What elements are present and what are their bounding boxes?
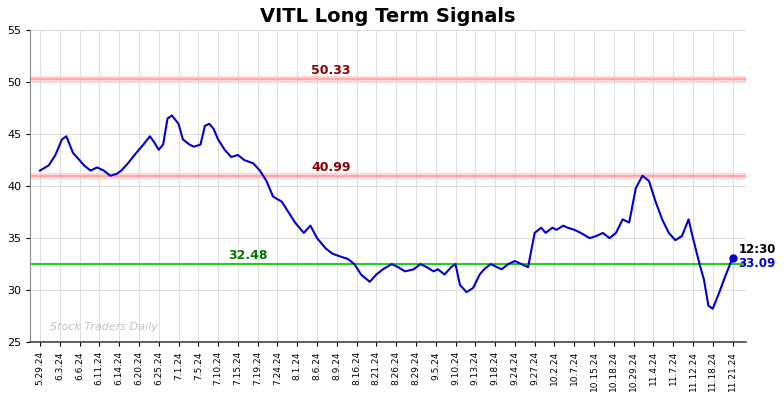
- Bar: [30, 76, 746, 82]
- Text: 40.99: 40.99: [311, 161, 350, 174]
- Text: 50.33: 50.33: [311, 64, 350, 76]
- Text: Stock Traders Daily: Stock Traders Daily: [50, 322, 158, 332]
- Text: 33.09: 33.09: [739, 257, 775, 270]
- Text: 32.48: 32.48: [228, 249, 267, 262]
- Text: 12:30: 12:30: [739, 243, 776, 256]
- Title: VITL Long Term Signals: VITL Long Term Signals: [260, 7, 516, 26]
- Bar: [30, 173, 746, 179]
